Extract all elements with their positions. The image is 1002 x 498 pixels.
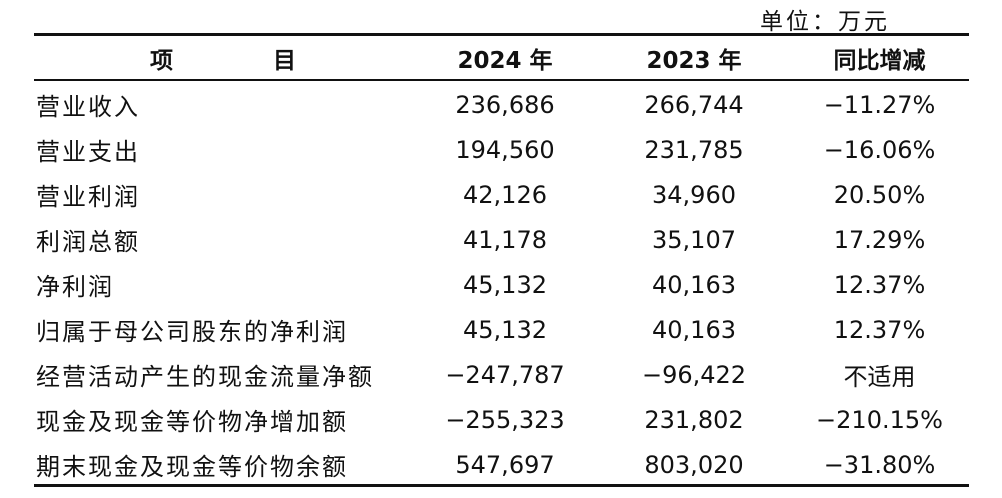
row-value-2024: 42,126 xyxy=(463,180,547,209)
unit-label: 单位：万元 xyxy=(760,9,890,35)
row-change: −16.06% xyxy=(823,135,936,164)
row-item-label: 利润总额 xyxy=(36,228,140,256)
row-change: 17.29% xyxy=(833,225,926,254)
row-item-label: 归属于母公司股东的净利润 xyxy=(36,318,348,346)
row-change: 不适用 xyxy=(843,363,916,391)
header-change: 同比增减 xyxy=(833,48,926,74)
row-value-2023: 35,107 xyxy=(652,225,736,254)
row-change: −31.80% xyxy=(823,450,936,479)
row-value-2023: 40,163 xyxy=(652,270,736,299)
row-value-2024: 45,132 xyxy=(463,315,547,344)
row-change: 12.37% xyxy=(833,270,926,299)
row-value-2024: 194,560 xyxy=(455,135,555,164)
row-value-2024: −247,787 xyxy=(445,360,565,389)
row-change: −11.27% xyxy=(823,90,936,119)
row-value-2024: 41,178 xyxy=(463,225,547,254)
header-row: 项 目 2024 年 2023 年 同比增减 xyxy=(34,36,969,80)
table-header: 项 目 2024 年 2023 年 同比增减 xyxy=(34,36,969,80)
row-change: 12.37% xyxy=(833,315,926,344)
table-row: 净利润 45,132 40,163 12.37% xyxy=(34,262,969,307)
row-value-2023: 40,163 xyxy=(652,315,736,344)
row-item-label: 营业收入 xyxy=(36,93,140,121)
row-item-label: 经营活动产生的现金流量净额 xyxy=(36,363,374,391)
row-value-2023: 803,020 xyxy=(644,450,744,479)
row-item-label: 期末现金及现金等价物余额 xyxy=(36,453,348,481)
table-row: 营业收入 236,686 266,744 −11.27% xyxy=(34,80,969,127)
table-bottom-rule xyxy=(34,484,969,487)
financial-summary-table: 项 目 2024 年 2023 年 同比增减 营业收入 236,686 266,… xyxy=(34,36,969,487)
row-value-2024: 236,686 xyxy=(455,90,555,119)
row-change: 20.50% xyxy=(833,180,926,209)
table-row: 营业利润 42,126 34,960 20.50% xyxy=(34,172,969,217)
row-item-label: 营业利润 xyxy=(36,183,140,211)
row-value-2023: 231,785 xyxy=(644,135,744,164)
row-value-2023: 34,960 xyxy=(652,180,736,209)
row-value-2023: 266,744 xyxy=(644,90,744,119)
table-top-rule xyxy=(34,33,969,36)
row-change: −210.15% xyxy=(816,405,943,434)
header-year-2023: 2023 年 xyxy=(646,48,742,74)
table-row: 经营活动产生的现金流量净额 −247,787 −96,422 不适用 xyxy=(34,352,969,397)
table-row: 归属于母公司股东的净利润 45,132 40,163 12.37% xyxy=(34,307,969,352)
row-item-label: 净利润 xyxy=(36,273,114,301)
row-value-2023: −96,422 xyxy=(641,360,747,389)
table-row: 期末现金及现金等价物余额 547,697 803,020 −31.80% xyxy=(34,442,969,487)
table-row: 现金及现金等价物净增加额 −255,323 231,802 −210.15% xyxy=(34,397,969,442)
row-value-2024: −255,323 xyxy=(445,405,565,434)
row-item-label: 营业支出 xyxy=(36,138,140,166)
table-header-rule xyxy=(34,79,969,81)
table-row: 利润总额 41,178 35,107 17.29% xyxy=(34,217,969,262)
row-value-2024: 547,697 xyxy=(455,450,555,479)
header-year-2024: 2024 年 xyxy=(457,48,553,74)
row-item-label: 现金及现金等价物净增加额 xyxy=(36,408,348,436)
table-row: 营业支出 194,560 231,785 −16.06% xyxy=(34,127,969,172)
row-value-2023: 231,802 xyxy=(644,405,744,434)
row-value-2024: 45,132 xyxy=(463,270,547,299)
header-item: 项 目 xyxy=(149,48,342,74)
table-body: 营业收入 236,686 266,744 −11.27% 营业支出 194,56… xyxy=(34,80,969,487)
